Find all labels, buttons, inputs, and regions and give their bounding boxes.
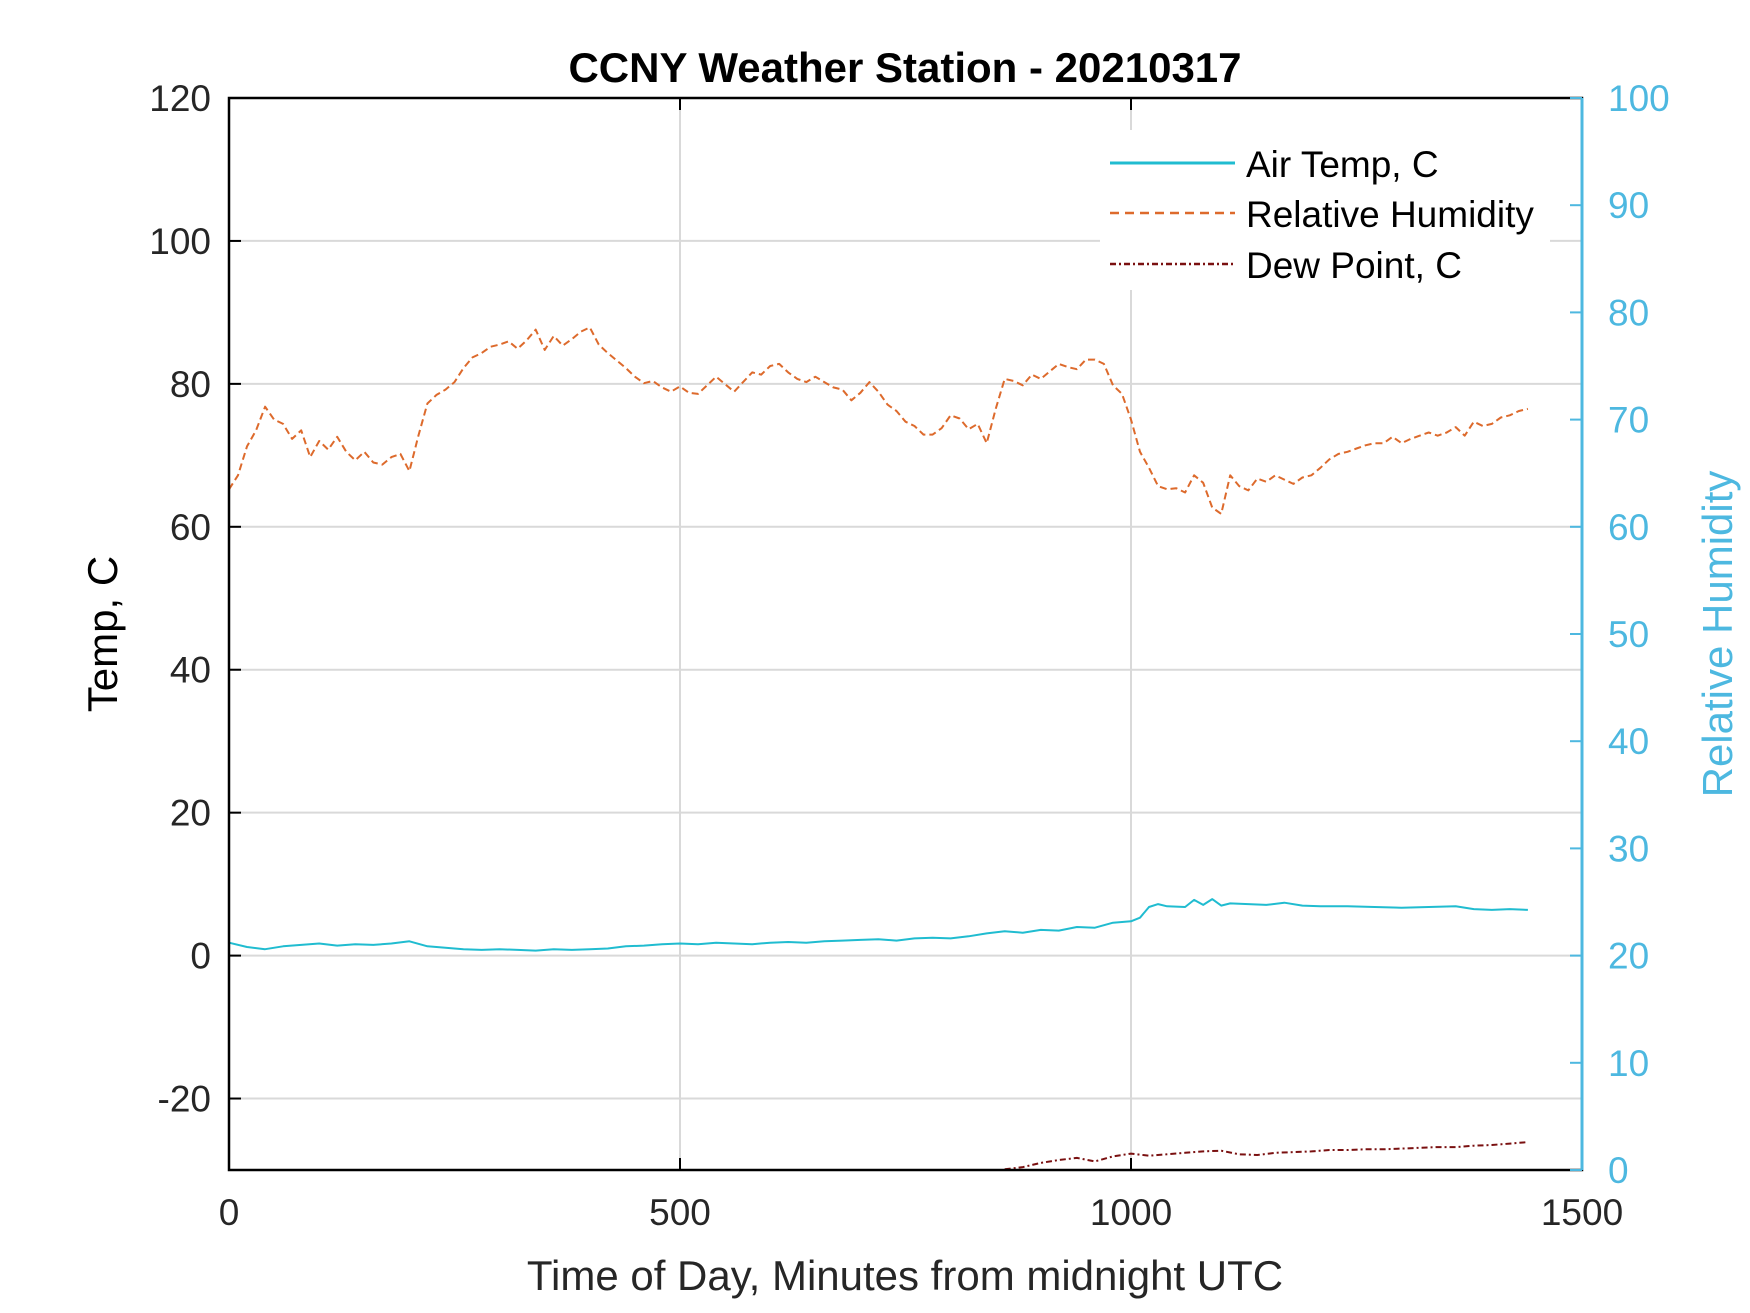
series-line-air-temp	[228, 898, 1528, 952]
x-tick-label: 1500	[1541, 1192, 1623, 1233]
y-right-tick-label: 0	[1608, 1150, 1629, 1191]
y-right-tick-label: 80	[1608, 292, 1649, 333]
y-right-tick-label: 100	[1608, 78, 1670, 119]
grid	[229, 98, 1582, 1170]
y-left-tick-label: 60	[170, 507, 211, 548]
y-right-tick-label: 40	[1608, 721, 1649, 762]
legend-label-humidity: Relative Humidity	[1246, 194, 1534, 235]
y-right-tick-label: 10	[1608, 1043, 1649, 1084]
x-tick-label: 0	[219, 1192, 240, 1233]
legend: Air Temp, C Relative Humidity Dew Point,…	[1100, 130, 1550, 290]
y-left-axis-label: Temp, C	[79, 556, 126, 712]
y-left-tick-label: 100	[149, 221, 211, 262]
y-left-tick-label: 20	[170, 793, 211, 834]
legend-label-dew-point: Dew Point, C	[1246, 245, 1462, 286]
y-right-tick-label: 60	[1608, 507, 1649, 548]
y-right-axis-label: Relative Humidity	[1694, 471, 1741, 798]
y-left-tick-label: -20	[158, 1079, 211, 1120]
chart-title: CCNY Weather Station - 20210317	[568, 44, 1241, 91]
x-tick-label: 1000	[1090, 1192, 1172, 1233]
x-tick-label: 500	[649, 1192, 711, 1233]
y-left-tick-label: 80	[170, 364, 211, 405]
series-line-dew-point	[1004, 1141, 1528, 1171]
y-right-tick-label: 70	[1608, 400, 1649, 441]
y-left-tick-label: 120	[149, 78, 211, 119]
x-axis-label: Time of Day, Minutes from midnight UTC	[527, 1252, 1283, 1299]
y-left-tick-label: 0	[190, 936, 211, 977]
legend-label-air-temp: Air Temp, C	[1246, 144, 1439, 185]
axes: 0 500 1000 1500 -20 0 20 40 60 80 100 120 0 10 20 30 40 5…	[149, 78, 1669, 1233]
y-left-tick-label: 40	[170, 650, 211, 691]
series-group	[228, 326, 1529, 1171]
y-right-tick-label: 30	[1608, 828, 1649, 869]
y-right-tick-label: 20	[1608, 936, 1649, 977]
y-right-tick-label: 90	[1608, 185, 1649, 226]
y-right-tick-label: 50	[1608, 614, 1649, 655]
series-line-humidity	[228, 326, 1529, 515]
